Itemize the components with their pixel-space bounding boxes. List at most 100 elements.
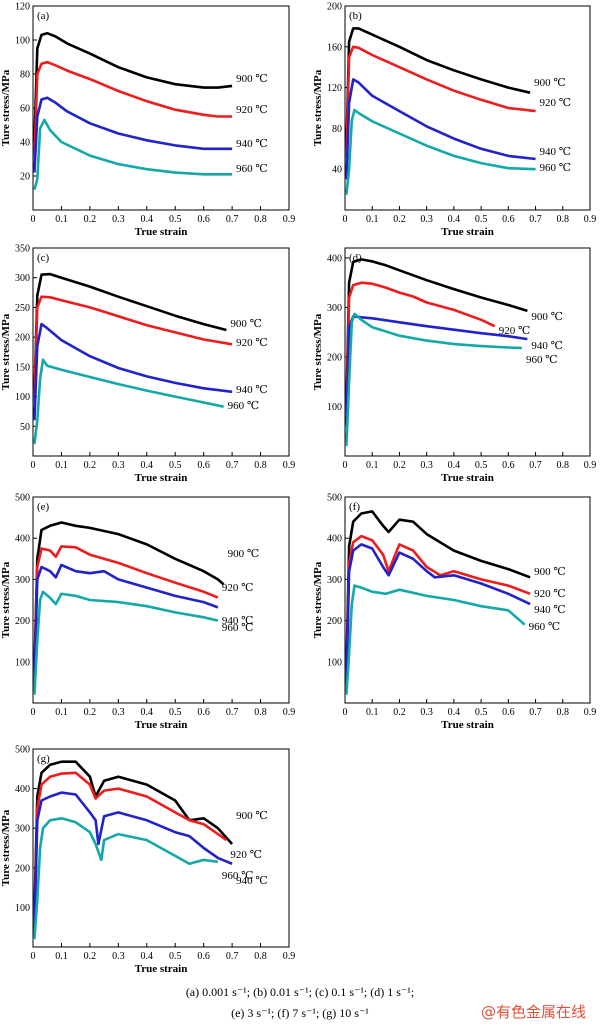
y-tick-label: 100 (15, 657, 30, 668)
series-line-920 (33, 771, 228, 924)
series-line-960 (33, 590, 219, 695)
y-tick-label: 350 (15, 244, 30, 255)
series-label-940: 940 ℃ (236, 875, 268, 887)
x-tick-label: 0 (31, 214, 36, 225)
panel-tag: (b) (349, 10, 362, 22)
x-tick-label: 0.3 (112, 951, 125, 962)
x-tick-label: 0.1 (366, 214, 379, 225)
series-line-960 (33, 358, 224, 445)
x-axis-title: True strain (135, 226, 188, 238)
y-tick-label: 120 (327, 83, 342, 94)
y-tick-label: 300 (15, 824, 30, 835)
panel-tag: (f) (349, 501, 360, 513)
series-label-960: 960 ℃ (540, 162, 572, 174)
x-tick-label: 0.4 (448, 460, 461, 471)
caption-line-2: (e) 3 s⁻¹; (f) 7 s⁻¹; (g) 10 s⁻¹ (231, 1006, 369, 1020)
x-tick-label: 0.7 (226, 951, 239, 962)
series-line-900 (33, 521, 225, 671)
x-tick-label: 0.6 (502, 460, 515, 471)
series-label-900: 900 ℃ (230, 318, 262, 330)
x-tick-label: 0.7 (226, 460, 239, 471)
x-tick-label: 0.4 (448, 214, 461, 225)
x-tick-label: 0.6 (197, 214, 210, 225)
x-axis-title: True strain (135, 719, 188, 731)
y-axis-title: Ture stress/MPa (0, 561, 12, 638)
x-tick-label: 0.7 (226, 214, 239, 225)
series-line-940 (33, 563, 219, 687)
y-axis-title: Ture stress/MPa (312, 69, 324, 146)
series-line-960 (33, 817, 219, 940)
x-tick-label: 0.8 (557, 214, 570, 225)
x-tick-label: 0.5 (475, 214, 488, 225)
watermark: @有色金属在线 (480, 1003, 586, 1021)
panel-tag: (e) (37, 501, 50, 513)
x-tick-label: 0.1 (55, 951, 68, 962)
series-label-940: 940 ℃ (540, 146, 572, 158)
x-tick-label: 0.2 (84, 951, 97, 962)
series-line-900 (33, 272, 227, 397)
y-tick-label: 500 (15, 745, 30, 756)
series-label-900: 900 ℃ (534, 566, 566, 578)
x-tick-label: 0.3 (112, 214, 125, 225)
panel-tag: (g) (37, 753, 50, 765)
plot-frame (32, 247, 290, 457)
x-tick-label: 0 (343, 460, 348, 471)
x-tick-label: 0.3 (420, 460, 433, 471)
series-line-920 (33, 295, 233, 403)
y-tick-label: 200 (15, 616, 30, 627)
series-label-920: 920 ℃ (540, 97, 572, 109)
chart-panel-4: (d)0 0.1 0.2 0.3 0.4 0.5 0.6 0.7 0.8 0.9100200300… (312, 247, 596, 484)
series-label-960: 960 ℃ (228, 400, 260, 412)
x-tick-label: 0.6 (197, 707, 210, 718)
x-tick-label: 0.9 (283, 460, 296, 471)
y-tick-label: 200 (327, 2, 342, 13)
x-tick-label: 0 (343, 707, 348, 718)
y-tick-label: 120 (15, 2, 30, 13)
series-line-900 (33, 31, 233, 143)
series-label-900: 900 ℃ (534, 77, 566, 89)
y-tick-label: 100 (15, 903, 30, 914)
y-tick-label: 300 (15, 273, 30, 284)
x-tick-label: 0.9 (283, 707, 296, 718)
series-line-960 (33, 118, 233, 190)
x-axis-title: True strain (441, 719, 494, 731)
series-line-920 (345, 534, 531, 679)
y-tick-label: 20 (20, 172, 30, 183)
series-line-960 (345, 584, 526, 695)
y-tick-label: 400 (15, 784, 30, 795)
x-axis-title: True strain (135, 472, 188, 484)
x-tick-label: 0.9 (584, 707, 597, 718)
series-line-920 (33, 60, 233, 160)
y-axis-title: Ture stress/MPa (0, 69, 12, 146)
y-tick-label: 40 (332, 165, 342, 176)
series-line-900 (33, 760, 234, 916)
x-tick-label: 0 (31, 951, 36, 962)
x-tick-label: 0.1 (55, 214, 68, 225)
x-axis-title: True strain (441, 472, 494, 484)
series-line-900 (345, 27, 531, 149)
x-tick-label: 0.4 (141, 951, 154, 962)
y-tick-label: 100 (327, 657, 342, 668)
series-label-920: 920 ℃ (236, 104, 268, 116)
series-line-960 (345, 312, 522, 447)
x-tick-label: 0.5 (169, 460, 182, 471)
x-axis-title: True strain (441, 226, 494, 238)
y-tick-label: 50 (20, 422, 30, 433)
series-line-940 (33, 791, 233, 932)
x-tick-label: 0.7 (529, 707, 542, 718)
x-tick-label: 0.1 (366, 460, 379, 471)
series-line-920 (345, 281, 496, 417)
x-tick-label: 0.1 (55, 707, 68, 718)
x-tick-label: 0.1 (55, 460, 68, 471)
y-tick-label: 500 (327, 493, 342, 504)
x-tick-label: 0.2 (393, 214, 406, 225)
series-line-940 (345, 543, 531, 687)
y-tick-label: 80 (20, 70, 30, 81)
x-tick-label: 0 (31, 707, 36, 718)
y-tick-label: 200 (327, 616, 342, 627)
chart-panel-3: (c) 0 0.1 0.2 0.3 0.4 0.5 0.6 0.7 0.8 0.9 50 100 150 2… (0, 244, 295, 485)
x-tick-label: 0.7 (529, 214, 542, 225)
series-label-960: 960 ℃ (526, 354, 558, 366)
x-tick-label: 0.8 (254, 214, 267, 225)
